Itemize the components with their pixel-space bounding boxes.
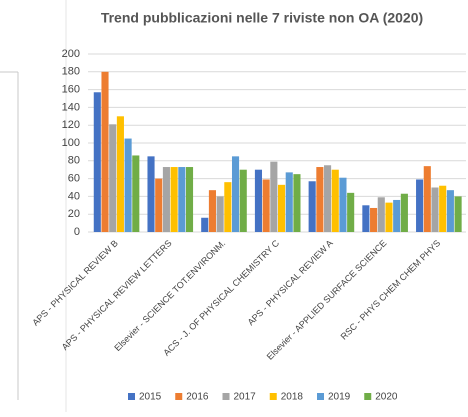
bar: [385, 202, 393, 232]
y-tick-label: 20: [68, 208, 80, 220]
bar: [400, 193, 408, 232]
bar: [208, 190, 216, 232]
y-tick-label: 200: [62, 48, 80, 60]
bar: [370, 207, 378, 232]
bar: [109, 124, 117, 232]
y-tick-label: 60: [68, 173, 80, 185]
bar: [278, 184, 286, 232]
bar: [339, 177, 347, 232]
y-tick-label: 80: [68, 155, 80, 167]
legend-label: 2017: [234, 392, 257, 403]
legend-label: 2018: [281, 392, 304, 403]
chart-title: Trend pubblicazioni nelle 7 riviste non …: [101, 10, 423, 26]
bar: [362, 205, 370, 232]
y-tick-label: 40: [68, 190, 80, 202]
bar: [155, 178, 163, 232]
y-tick-label: 120: [62, 119, 80, 131]
bar: [162, 167, 170, 232]
legend-swatch: [175, 393, 183, 400]
legend-label: 2019: [328, 392, 351, 403]
bar: [439, 185, 447, 232]
legend-label: 2016: [186, 392, 209, 403]
bar: [254, 169, 263, 232]
legend-label: 2015: [139, 392, 162, 403]
legend-swatch: [317, 393, 324, 400]
legend-swatch: [222, 393, 230, 400]
legend-swatch: [269, 393, 277, 400]
bar: [423, 166, 431, 232]
bar: [454, 196, 462, 232]
legend-swatch: [128, 393, 135, 400]
bar: [262, 179, 270, 232]
bar: [147, 156, 155, 232]
bar: [239, 169, 247, 232]
bar: [416, 179, 424, 232]
legend-label: 2020: [375, 392, 398, 403]
bar: [224, 182, 232, 232]
y-tick-label: 160: [62, 84, 80, 96]
bar: [431, 187, 439, 232]
bar: [446, 190, 454, 232]
bar: [308, 181, 316, 232]
bar: [124, 138, 132, 232]
y-tick-label: 100: [62, 137, 80, 149]
bar: [393, 199, 401, 232]
bar: [178, 167, 186, 232]
bar: [316, 167, 324, 232]
bar: [116, 116, 124, 232]
y-tick-label: 180: [62, 66, 80, 78]
bar: [293, 174, 301, 232]
bar: [231, 156, 240, 232]
legend-swatch: [364, 393, 372, 400]
bar: [201, 217, 209, 232]
bar: [216, 196, 224, 232]
bar: [170, 167, 178, 232]
bar: [347, 192, 355, 232]
bar: [132, 155, 140, 232]
bar: [185, 167, 194, 232]
bar: [377, 197, 385, 232]
bar: [331, 169, 339, 232]
bar: [285, 172, 293, 232]
bar: [93, 92, 101, 233]
bar: [324, 165, 332, 232]
y-tick-label: 0: [74, 226, 80, 238]
y-tick-label: 140: [62, 101, 80, 113]
bar: [101, 71, 109, 232]
bar: [270, 161, 278, 232]
